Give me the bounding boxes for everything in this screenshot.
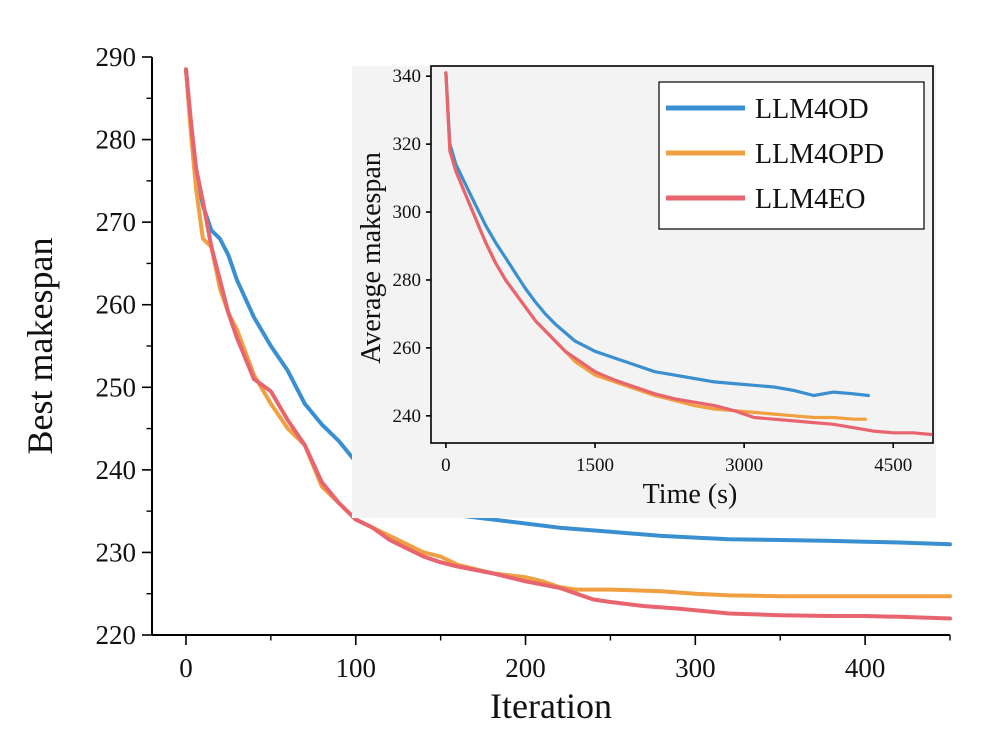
legend-label-llm4od: LLM4OD — [755, 94, 869, 125]
main-x-tick-label: 200 — [505, 653, 546, 683]
main-series-line-llm4eo — [184, 67, 952, 621]
main-y-tick-label: 240 — [96, 455, 137, 485]
main-y-tick-label: 230 — [96, 537, 137, 567]
inset-series-group — [444, 71, 933, 437]
inset-x-tick-label: 3000 — [725, 455, 763, 476]
inset-y-tick-label: 320 — [393, 134, 422, 155]
inset-x-tick-label: 4500 — [874, 455, 912, 476]
inset-axes: 0 1500 3000 4500 240 260 280 300 320 340 — [393, 65, 934, 476]
inset-x-tick-label: 0 — [441, 455, 451, 476]
inset-series-line-llm4od — [444, 71, 871, 398]
x-axis-title: Iteration — [490, 686, 612, 726]
main-y-tick-label: 290 — [96, 42, 137, 72]
inset-y-axis-title: Average makespan — [356, 152, 387, 364]
main-x-tick-label: 300 — [675, 653, 716, 683]
main-x-tick-label: 400 — [845, 653, 886, 683]
inset-x-axis-title: Time (s) — [643, 479, 738, 510]
main-x-tick-label: 0 — [179, 653, 193, 683]
legend-label-llm4opd: LLM4OPD — [755, 139, 884, 170]
inset-x-tick-label: 1500 — [576, 455, 614, 476]
main-y-tick-label: 260 — [96, 290, 137, 320]
inset-y-tick-label: 260 — [393, 338, 422, 359]
inset-y-tick-label: 240 — [393, 406, 422, 427]
legend-label-llm4eo: LLM4EO — [755, 184, 865, 215]
inset-y-tick-label: 280 — [393, 270, 422, 291]
main-y-tick-label: 250 — [96, 372, 137, 402]
inset-frame — [430, 65, 934, 444]
y-axis-title: Best makespan — [20, 238, 60, 455]
main-axes: 0 100 200 300 400 220 230 240 250 260 270 280 290 — [96, 42, 951, 683]
inset-y-tick-label: 300 — [393, 202, 422, 223]
main-y-tick-label: 270 — [96, 207, 137, 237]
main-y-tick-label: 280 — [96, 125, 137, 155]
inset-y-tick-label: 340 — [393, 66, 422, 87]
inset-series-line-llm4eo — [444, 71, 933, 437]
main-y-tick-label: 220 — [96, 620, 137, 650]
legend: LLM4OD LLM4OPD LLM4EO — [658, 81, 925, 230]
main-x-tick-label: 100 — [335, 653, 376, 683]
